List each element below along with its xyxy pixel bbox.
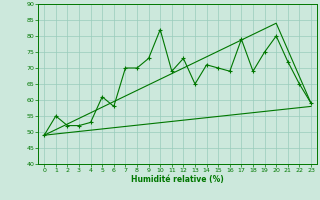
- X-axis label: Humidité relative (%): Humidité relative (%): [131, 175, 224, 184]
